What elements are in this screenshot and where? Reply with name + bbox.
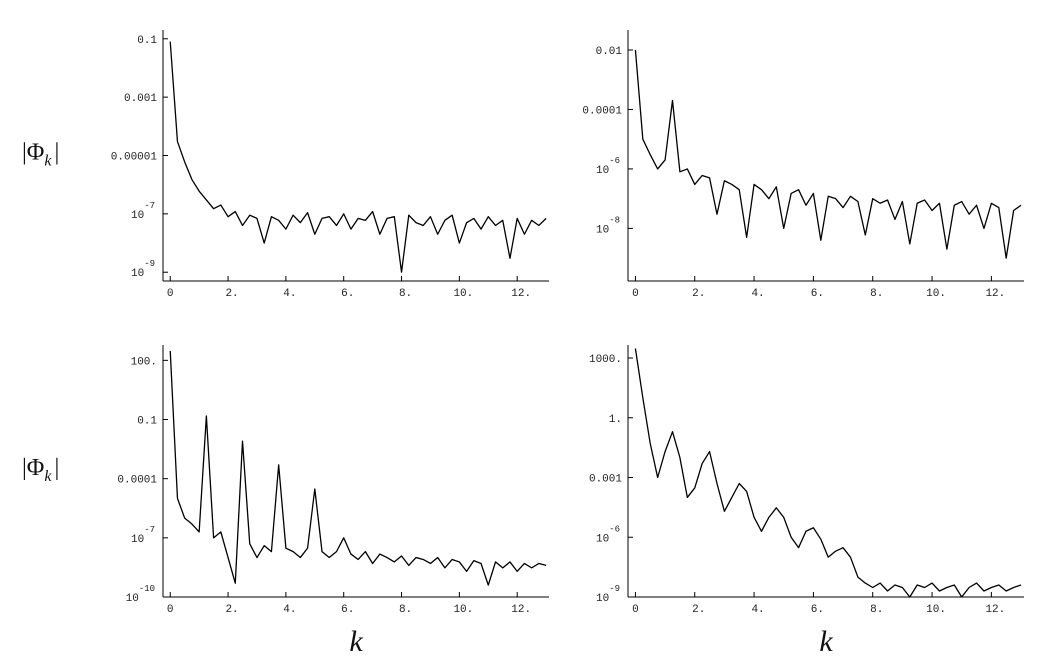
- y-tick-label: 0.1: [137, 416, 157, 428]
- y-tick-label: 10: [131, 210, 144, 222]
- y-label-end: |: [54, 140, 59, 166]
- y-tick-label: 10: [596, 224, 609, 236]
- y-axis-label: |Φk |: [22, 455, 59, 485]
- x-tick-label: 12.: [511, 288, 531, 300]
- x-tick-label: 4.: [751, 604, 764, 616]
- x-tick-label: 6.: [341, 604, 354, 616]
- y-tick-label: 0.1: [137, 35, 157, 47]
- x-tick-label: 0: [167, 288, 174, 300]
- x-tick-label: 6.: [341, 288, 354, 300]
- x-tick-label: 10.: [926, 604, 946, 616]
- y-tick-label: 10: [596, 165, 609, 177]
- y-tick-label: 100.: [131, 356, 157, 368]
- y-tick-label: 10: [596, 593, 609, 605]
- y-label-text: |Φ: [22, 140, 44, 166]
- y-tick-exponent: -9: [144, 259, 155, 269]
- x-tick-label: 8.: [870, 604, 883, 616]
- y-tick-exponent: -7: [144, 525, 155, 535]
- x-axis-label: k: [819, 625, 833, 658]
- x-tick-label: 8.: [399, 604, 412, 616]
- y-tick-label: 10: [596, 533, 609, 545]
- y-tick-label: 0.001: [589, 474, 622, 486]
- x-tick-label: 0: [632, 288, 639, 300]
- y-tick-label: 1000.: [589, 354, 622, 366]
- y-tick-label: 10: [131, 268, 144, 280]
- data-line: [634, 49, 1022, 259]
- x-tick-label: 8.: [870, 288, 883, 300]
- x-tick-label: 10.: [926, 288, 946, 300]
- x-tick-label: 6.: [811, 288, 824, 300]
- x-tick-label: 12.: [985, 604, 1005, 616]
- x-tick-label: 10.: [453, 288, 473, 300]
- y-tick-exponent: -6: [609, 524, 620, 534]
- y-tick-exponent: -7: [144, 201, 155, 211]
- y-tick-exponent: -10: [139, 584, 155, 594]
- x-axis-label: k: [349, 625, 363, 658]
- x-tick-label: 4.: [751, 288, 764, 300]
- x-tick-label: 2.: [225, 604, 238, 616]
- x-tick-label: 2.: [225, 288, 238, 300]
- y-label-subscript: k: [44, 468, 52, 485]
- x-tick-label: 8.: [399, 288, 412, 300]
- y-tick-label: 10: [126, 593, 139, 605]
- x-tick-label: 4.: [283, 288, 296, 300]
- x-tick-label: 0: [167, 604, 174, 616]
- y-tick-label: 0.001: [124, 93, 157, 105]
- x-tick-label: 0: [632, 604, 639, 616]
- data-line: [169, 41, 547, 273]
- x-tick-label: 6.: [811, 604, 824, 616]
- y-axis-label: |Φk |: [22, 140, 59, 170]
- y-tick-label: 1.: [609, 414, 622, 426]
- x-tick-label: 2.: [692, 604, 705, 616]
- x-tick-label: 2.: [692, 288, 705, 300]
- y-label-end: |: [54, 455, 59, 481]
- y-tick-label: 10: [131, 534, 144, 546]
- y-tick-exponent: -9: [609, 584, 620, 594]
- y-tick-label: 0.01: [596, 46, 623, 58]
- y-label-subscript: k: [44, 153, 52, 170]
- y-label-text: |Φ: [22, 455, 44, 481]
- data-line: [169, 350, 547, 586]
- x-tick-label: 12.: [511, 604, 531, 616]
- x-tick-label: 4.: [283, 604, 296, 616]
- y-tick-label: 0.0001: [582, 105, 622, 117]
- data-line: [634, 348, 1022, 598]
- y-tick-exponent: -6: [609, 156, 620, 166]
- x-tick-label: 12.: [985, 288, 1005, 300]
- y-tick-label: 0.0001: [117, 475, 157, 487]
- y-tick-exponent: -8: [609, 215, 620, 225]
- y-tick-label: 0.00001: [111, 152, 158, 164]
- x-tick-label: 10.: [453, 604, 473, 616]
